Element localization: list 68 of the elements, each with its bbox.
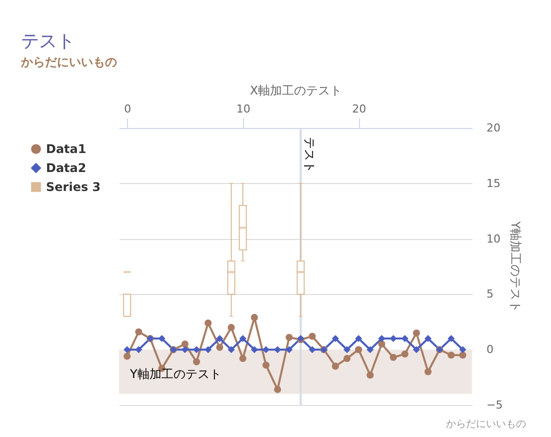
point xyxy=(124,346,131,354)
point xyxy=(366,372,374,379)
legend-label: Data1 xyxy=(46,142,86,156)
point xyxy=(355,346,362,354)
point xyxy=(343,346,351,354)
x-axis-title: X軸加工のテスト xyxy=(250,84,342,98)
point xyxy=(412,346,420,354)
point xyxy=(424,368,432,376)
point xyxy=(343,354,351,362)
point xyxy=(424,334,432,342)
point xyxy=(401,334,408,342)
point xyxy=(274,386,282,394)
point xyxy=(286,334,293,341)
y-tick-label: 10 xyxy=(486,232,500,246)
point xyxy=(239,334,246,342)
point xyxy=(412,329,420,337)
point xyxy=(228,346,235,354)
point xyxy=(401,350,408,358)
band-label: Y軸加工のテスト xyxy=(129,366,222,381)
point xyxy=(216,344,224,351)
point xyxy=(124,352,131,360)
point xyxy=(216,334,224,342)
point xyxy=(378,340,386,348)
y-tick-label: 5 xyxy=(486,288,494,301)
point xyxy=(181,340,189,348)
point xyxy=(308,332,316,340)
x-tick-label: 20 xyxy=(352,102,366,116)
chart-subtitle: からだにいいもの xyxy=(20,55,117,69)
y-tick-label: −5 xyxy=(486,398,503,412)
point xyxy=(459,346,466,354)
x-tick-label: 0 xyxy=(124,102,132,116)
text: からだにいいもの xyxy=(446,419,526,430)
legend-label: Data2 xyxy=(46,161,86,175)
point xyxy=(228,324,235,331)
point xyxy=(448,334,455,342)
point xyxy=(135,328,142,336)
point xyxy=(390,354,397,361)
point xyxy=(355,334,362,342)
point xyxy=(204,346,212,354)
point xyxy=(262,346,270,354)
point xyxy=(181,346,189,354)
point xyxy=(390,334,397,342)
legend-label: Series 3 xyxy=(46,180,101,194)
y-tick-label: 15 xyxy=(486,176,500,190)
point xyxy=(239,354,246,362)
chart-title: テスト xyxy=(21,31,75,52)
point xyxy=(332,362,339,370)
point xyxy=(204,319,212,327)
point xyxy=(193,346,200,354)
y-axis-title: Y軸加工のテスト xyxy=(508,220,523,313)
point xyxy=(250,346,258,354)
point xyxy=(250,314,258,321)
y-tick-label: 20 xyxy=(486,122,500,134)
point xyxy=(193,358,200,366)
point xyxy=(135,346,142,354)
point xyxy=(366,346,374,354)
point xyxy=(448,352,455,359)
ref-line-label: テスト xyxy=(302,137,317,173)
point xyxy=(158,334,166,342)
point xyxy=(332,334,339,342)
point xyxy=(308,346,316,354)
point xyxy=(378,334,386,342)
point xyxy=(286,346,293,354)
point xyxy=(262,362,270,369)
x-tick-label: 10 xyxy=(236,102,250,116)
point xyxy=(274,346,282,354)
y-tick-label: 0 xyxy=(486,343,494,356)
point xyxy=(459,352,466,359)
